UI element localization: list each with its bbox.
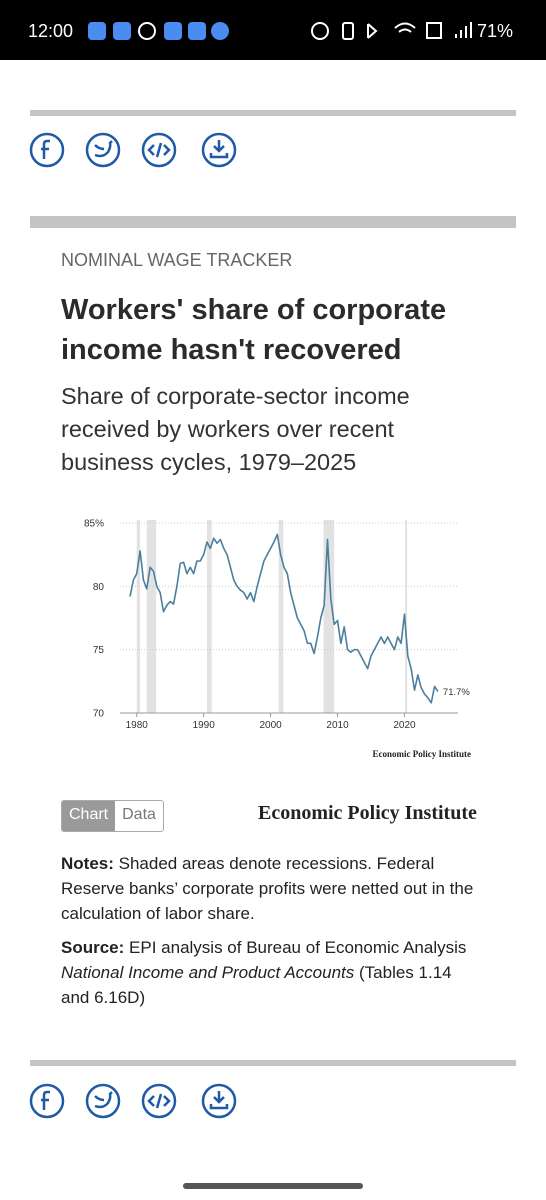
download-button[interactable] — [201, 132, 237, 168]
divider — [30, 110, 516, 116]
series-line — [129, 533, 439, 704]
y-tick-label: 75 — [93, 645, 105, 656]
recession-band — [278, 520, 284, 713]
brand: Economic Policy Institute — [258, 802, 477, 824]
source: Source: EPI analysis of Bureau of Econom… — [61, 935, 481, 1010]
title: Workers' share of corporate income hasn'… — [61, 294, 447, 366]
source-italic: National Income and Product Accounts — [61, 963, 355, 982]
y-tick-label: 80 — [93, 582, 105, 593]
x-tick-label: 1990 — [193, 720, 216, 731]
data-tab[interactable]: Data — [122, 806, 156, 823]
eyebrow: NOMINAL WAGE TRACKER — [61, 250, 293, 270]
source-label: Source: — [61, 938, 125, 957]
chart-source: Economic Policy Institute — [373, 749, 472, 759]
subtitle: Share of corporate-sector income receive… — [61, 383, 410, 475]
share-bar — [29, 1083, 237, 1119]
facebook-button[interactable] — [29, 132, 65, 168]
x-tick-label: 2010 — [326, 720, 349, 731]
x-tick-label: 1980 — [126, 720, 149, 731]
view-tabs: Chart Data — [61, 800, 164, 832]
recession-band — [136, 520, 141, 713]
status-bar: 12:00 71% — [0, 0, 546, 60]
home-indicator[interactable] — [183, 1183, 363, 1189]
chart-tab[interactable]: Chart — [62, 801, 116, 831]
x-tick-label: 2020 — [393, 720, 416, 731]
system-icons — [311, 22, 472, 40]
status-icons: 12:00 71% — [28, 21, 513, 41]
x-tick-label: 2000 — [259, 720, 282, 731]
source-tail: (Tables 1.14 and 6.16D) — [61, 963, 452, 1007]
embed-button[interactable] — [141, 132, 177, 168]
facebook-button[interactable] — [29, 1083, 65, 1119]
end-label: 71.7% — [443, 687, 470, 698]
recession-band — [146, 520, 157, 713]
twitter-button[interactable] — [85, 1083, 121, 1119]
notes-label: Notes: — [61, 854, 114, 873]
y-tick-label: 85% — [84, 519, 104, 530]
recession-band — [405, 520, 408, 713]
battery: 71% — [477, 21, 513, 41]
notification-icons — [88, 22, 229, 40]
twitter-button[interactable] — [85, 132, 121, 168]
recession-band — [207, 520, 212, 713]
notes-text: Shaded areas denote recessions. Federal … — [61, 854, 474, 923]
share-bar — [29, 132, 237, 168]
chart: 85% 80 75 70 1980 1990 2000 2010 2020 71.7% Econom… — [84, 519, 472, 760]
notes: Notes: Shaded areas denote recessions. F… — [61, 851, 481, 926]
divider — [30, 1060, 516, 1066]
download-button[interactable] — [201, 1083, 237, 1119]
divider — [30, 216, 516, 228]
embed-button[interactable] — [141, 1083, 177, 1119]
time: 12:00 — [28, 21, 73, 41]
recession-band — [323, 520, 335, 713]
y-tick-label: 70 — [93, 709, 105, 720]
source-text: EPI analysis of Bureau of Economic Analy… — [129, 938, 467, 957]
